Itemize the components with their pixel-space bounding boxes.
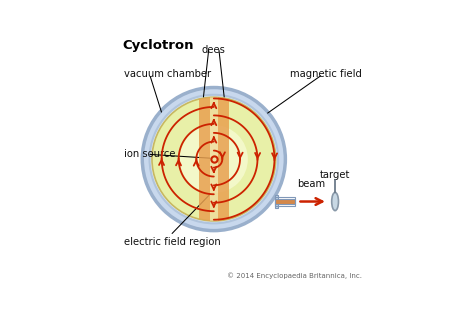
Circle shape xyxy=(180,125,248,193)
Text: Cyclotron: Cyclotron xyxy=(123,39,194,52)
Bar xyxy=(199,88,210,231)
Text: beam: beam xyxy=(297,180,326,189)
Text: vacuum chamber: vacuum chamber xyxy=(124,69,211,79)
Ellipse shape xyxy=(332,192,338,211)
Text: magnetic field: magnetic field xyxy=(290,69,362,79)
Bar xyxy=(275,195,278,208)
Bar xyxy=(218,88,229,231)
Bar xyxy=(275,199,295,204)
Text: © 2014 Encyclopaedia Britannica, Inc.: © 2014 Encyclopaedia Britannica, Inc. xyxy=(227,272,362,279)
Circle shape xyxy=(152,97,276,221)
Text: target: target xyxy=(320,170,350,180)
Text: dees: dees xyxy=(202,45,226,55)
Text: ion source: ion source xyxy=(124,149,175,159)
Text: electric field region: electric field region xyxy=(124,237,221,247)
Circle shape xyxy=(149,95,278,223)
Circle shape xyxy=(142,88,285,231)
Bar xyxy=(275,197,295,206)
Bar xyxy=(210,88,218,231)
